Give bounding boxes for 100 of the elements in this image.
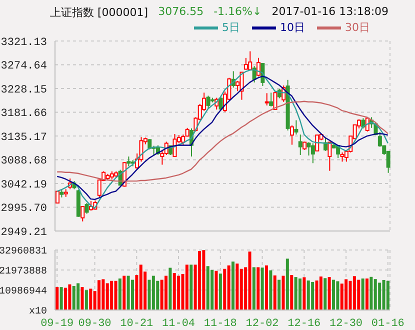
bar (328, 277, 331, 310)
bar (265, 265, 268, 310)
bar (110, 280, 114, 310)
text: 3076.55 (158, 5, 204, 20)
bar (84, 290, 88, 310)
y-tick-label: 2995.70 (0, 203, 47, 216)
bar (248, 252, 252, 310)
bar (344, 279, 348, 310)
candlestick (126, 156, 131, 167)
bar (64, 288, 68, 310)
line-series (56, 100, 389, 182)
candlestick (172, 134, 177, 158)
bar (114, 280, 118, 310)
bar (282, 276, 285, 310)
bar (232, 262, 235, 310)
bar (324, 278, 327, 310)
bar (198, 251, 202, 310)
bar (68, 284, 72, 310)
bar (315, 280, 318, 310)
bar (76, 283, 80, 310)
y-tick-label: 2949.21 (0, 226, 48, 239)
legend-label: 10日 (279, 20, 305, 35)
x-tick-label: 11-18 (204, 318, 237, 330)
bar (56, 287, 59, 310)
bar (269, 270, 272, 310)
candlestick (264, 92, 269, 106)
bar (386, 280, 390, 310)
bar (122, 276, 126, 310)
candlestick (294, 120, 298, 136)
x-tick-label: 09-19 (40, 318, 74, 330)
y-tick-label: 3321.13 (0, 36, 47, 49)
y-tick-label: 3228.15 (0, 84, 47, 96)
candlestick (298, 134, 302, 156)
candlestick (315, 134, 320, 152)
bar (152, 276, 155, 310)
bar (294, 277, 298, 310)
bar (302, 277, 306, 310)
legend-label: 30日 (344, 20, 370, 35)
text: -1.16%↓ (214, 5, 262, 20)
y-tick-label: 3042.19 (0, 179, 47, 192)
bar (273, 275, 276, 310)
bar (218, 274, 222, 310)
candlestick (256, 57, 260, 77)
bar (278, 280, 281, 310)
bar (252, 267, 256, 310)
bar (370, 276, 373, 310)
bar (357, 280, 360, 310)
bar (98, 280, 101, 310)
bar (361, 278, 364, 310)
bar (378, 282, 382, 310)
bar (164, 276, 168, 310)
bar (60, 287, 63, 310)
bar (332, 280, 336, 310)
bar (256, 267, 260, 310)
bar (236, 264, 239, 310)
bar (190, 264, 193, 310)
bar (139, 264, 142, 310)
candlestick (290, 124, 294, 146)
bar (148, 280, 151, 310)
bar (306, 280, 310, 310)
bar (202, 250, 206, 310)
candlestick (269, 92, 274, 107)
bar (118, 278, 122, 310)
x-tick-label: 10-21 (120, 318, 154, 330)
bar (298, 278, 302, 310)
bar (172, 273, 176, 310)
candlestick (80, 206, 85, 222)
bar (223, 268, 226, 310)
candlestick (310, 142, 315, 164)
bar (260, 268, 264, 310)
y-tick-label: 3135.17 (0, 132, 47, 144)
y-tick-label: 3088.68 (0, 156, 47, 168)
y-tick-label: 21973888 (0, 266, 47, 278)
bar (177, 276, 180, 310)
candlestick (248, 50, 252, 70)
chart-title: 上证指数 [000001] (50, 5, 148, 20)
legend-label: 5日 (221, 20, 240, 35)
bar (160, 280, 164, 310)
bar (185, 264, 188, 310)
y-tick-label: 10986944 (0, 286, 47, 298)
x-tick-label: 12-16 (288, 318, 321, 330)
bar (336, 281, 340, 310)
bar (227, 265, 230, 310)
y-tick-label: 3274.64 (0, 60, 48, 73)
bar (210, 270, 214, 310)
candlestick (84, 202, 89, 214)
bar (311, 282, 314, 310)
bar (366, 278, 369, 310)
y-tick-label: x10 (28, 306, 47, 318)
bar (72, 286, 76, 310)
candlestick (340, 152, 344, 162)
bar (382, 280, 386, 310)
bar (106, 283, 109, 310)
bar (89, 288, 92, 310)
bar (131, 280, 134, 310)
y-tick-label: 3181.66 (0, 108, 47, 120)
x-tick-label: 09-30 (78, 318, 112, 330)
bar (290, 275, 294, 310)
bar (352, 276, 356, 310)
x-tick-label: 11-04 (162, 318, 196, 330)
